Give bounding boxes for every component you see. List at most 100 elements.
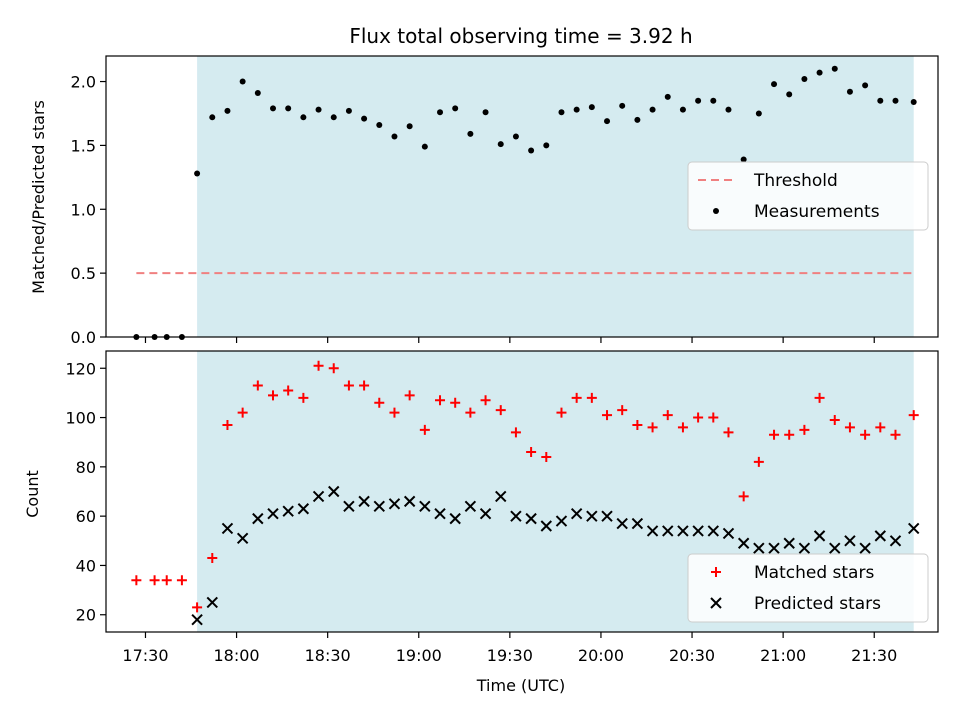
data-point	[361, 115, 368, 122]
data-point	[801, 75, 808, 82]
data-point	[860, 429, 871, 440]
series-predicted-stars	[191, 485, 920, 626]
data-point	[844, 422, 855, 433]
data-point	[616, 517, 628, 530]
chart-title: Flux total observing time = 3.92 h	[349, 24, 692, 48]
data-point	[285, 105, 292, 112]
data-point	[176, 575, 187, 586]
data-point	[467, 130, 474, 137]
data-point	[813, 530, 826, 542]
legend: Matched stars Predicted stars	[687, 553, 929, 623]
data-point	[194, 170, 201, 177]
y-tick-label: 1.5	[71, 136, 96, 155]
y-tick-label: 60	[76, 507, 96, 526]
x-tick-label: 18:30	[305, 646, 351, 665]
data-point	[421, 143, 428, 150]
data-point	[571, 392, 582, 403]
data-point	[374, 397, 385, 408]
data-point	[723, 427, 734, 438]
data-point	[221, 522, 234, 535]
data-point	[829, 415, 840, 426]
data-point	[784, 429, 795, 440]
data-point	[267, 507, 279, 520]
data-point	[769, 429, 780, 440]
x-tick-label: 19:00	[396, 646, 442, 665]
data-point	[877, 97, 884, 104]
data-point	[647, 422, 658, 433]
x-tick-label: 18:00	[214, 646, 260, 665]
data-point	[298, 392, 309, 403]
data-point	[601, 510, 613, 522]
data-point	[282, 505, 294, 517]
data-point	[434, 507, 446, 520]
data-point	[619, 102, 626, 109]
y-tick-label: 40	[76, 556, 96, 575]
data-point	[297, 503, 310, 515]
count-panel: 20 40 60 80 100 120 17:30 18:00 18:30 19:00 19:30 2…	[65, 350, 939, 665]
data-point	[586, 510, 598, 522]
data-point	[710, 97, 717, 104]
data-point	[161, 575, 172, 586]
data-point	[725, 106, 732, 113]
data-point	[435, 395, 446, 406]
data-point	[270, 105, 277, 112]
data-point	[268, 390, 279, 401]
data-point	[722, 527, 735, 540]
data-point	[829, 542, 841, 554]
x-axis-label: Time (UTC)	[476, 676, 565, 695]
data-point	[632, 419, 643, 430]
data-point	[556, 407, 567, 418]
data-point	[693, 412, 704, 423]
data-point	[783, 537, 795, 549]
data-point	[695, 97, 702, 104]
data-point	[846, 88, 853, 95]
data-point	[497, 141, 504, 148]
data-point	[844, 535, 856, 547]
y-tick-label: 20	[76, 606, 96, 625]
data-point	[753, 456, 764, 467]
data-point	[634, 116, 641, 123]
data-point	[419, 500, 431, 512]
x-tick-label: 17:30	[122, 646, 168, 665]
data-point	[890, 429, 901, 440]
data-point	[540, 520, 552, 532]
data-point	[300, 114, 307, 121]
data-point	[252, 512, 264, 525]
data-point	[649, 106, 656, 113]
y-tick-label: 100	[65, 409, 96, 428]
data-point	[464, 500, 477, 512]
data-point	[679, 106, 686, 113]
data-point	[737, 537, 750, 549]
plot-frame	[105, 55, 939, 338]
data-point	[588, 104, 595, 111]
data-point	[222, 419, 233, 430]
data-point	[602, 410, 613, 421]
legend-swatch	[711, 567, 721, 577]
data-point	[343, 380, 354, 391]
data-point	[391, 133, 398, 140]
data-point	[859, 542, 871, 554]
x-tick-label: 19:30	[487, 646, 533, 665]
data-point	[646, 525, 659, 537]
data-point	[330, 114, 337, 121]
data-point	[662, 525, 674, 537]
data-point	[209, 114, 216, 121]
data-point	[373, 500, 385, 512]
data-point	[604, 118, 611, 125]
data-point	[450, 397, 461, 408]
series-measurements	[133, 65, 917, 340]
data-point	[149, 575, 160, 586]
data-point	[495, 490, 507, 503]
data-point	[479, 507, 492, 520]
data-point	[252, 380, 263, 391]
legend-swatch	[710, 597, 722, 609]
x-tick-label: 20:30	[669, 646, 715, 665]
data-point	[404, 390, 415, 401]
plot-frame	[105, 350, 939, 633]
data-point	[419, 424, 430, 435]
data-point	[892, 97, 899, 104]
legend-label: Predicted stars	[754, 594, 881, 614]
data-point	[525, 512, 537, 525]
data-point	[738, 491, 749, 502]
